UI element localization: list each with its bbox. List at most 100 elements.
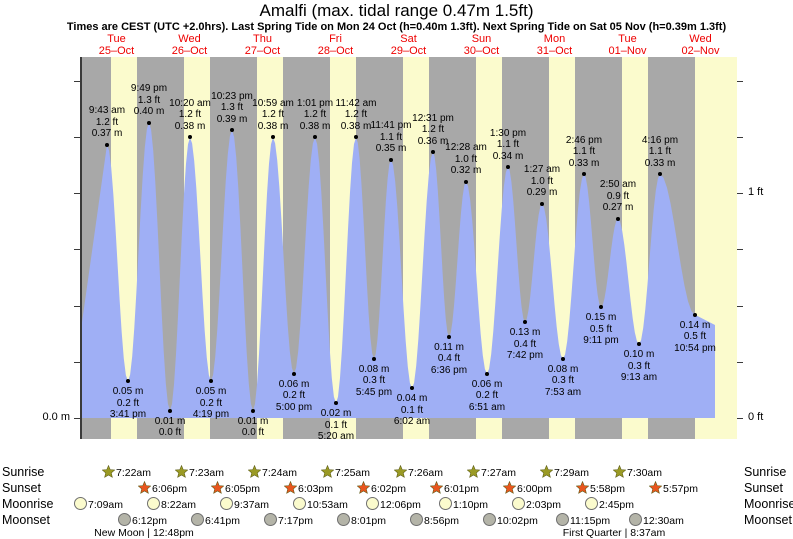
high-tide-5-line-1: 10:59 am bbox=[252, 97, 294, 109]
low-tide-8-line-3: 6:02 am bbox=[393, 416, 431, 428]
high-tide-7-line-2: 1.2 ft bbox=[344, 109, 368, 121]
low-tide-15-line-2: 0.5 ft bbox=[683, 331, 707, 343]
high-tide-12-label: 1:27 am 1.0 ft 0.29 m bbox=[524, 164, 560, 199]
low-tide-8-line-1: 0.04 m bbox=[396, 393, 428, 405]
low-tide-12-line-2: 0.3 ft bbox=[551, 375, 575, 387]
moon-phase-2: First Quarter | 8:37am bbox=[562, 527, 666, 539]
moonrise-icon bbox=[74, 497, 87, 510]
high-tide-10-line-2: 1.0 ft bbox=[454, 153, 478, 165]
low-tide-15-label: 0.14 m 0.5 ft 10:54 pm bbox=[674, 320, 716, 355]
day-date: 01–Nov bbox=[608, 45, 647, 57]
sunrise-star-icon bbox=[102, 465, 115, 481]
low-tide-5-line-2: 0.2 ft bbox=[282, 390, 306, 402]
moonrise-icon bbox=[512, 497, 525, 510]
left-axis-label-0m: 0.0 m bbox=[42, 411, 70, 423]
high-tide-1-dot bbox=[105, 142, 109, 147]
left-tick bbox=[74, 361, 80, 363]
day-date: 30–Oct bbox=[463, 45, 500, 57]
low-tide-10-line-1: 0.06 m bbox=[471, 378, 503, 390]
moonrise-icon bbox=[220, 497, 233, 510]
high-tide-11-line-2: 1.1 ft bbox=[496, 139, 520, 151]
moonset-1: 6:12pm bbox=[118, 513, 167, 527]
day-date: 29–Oct bbox=[390, 45, 427, 57]
low-tide-13-label: 0.15 m 0.5 ft 9:11 pm bbox=[583, 312, 618, 347]
low-tide-5-label: 0.06 m 0.2 ft 5:00 pm bbox=[276, 379, 312, 414]
low-tide-7-line-1: 0.08 m bbox=[358, 363, 390, 375]
day-of-week: Wed bbox=[689, 33, 712, 45]
sunset-6: 6:00pm bbox=[503, 481, 552, 497]
low-tide-6-line-1: 0.02 m bbox=[320, 408, 352, 420]
day-date: 28–Oct bbox=[317, 45, 354, 57]
row-label-left-moonrise: Moonrise bbox=[2, 497, 54, 511]
low-tide-13-line-3: 9:11 pm bbox=[583, 335, 619, 347]
high-tide-1-label: 9:43 am 1.2 ft 0.37 m bbox=[89, 105, 125, 140]
moonset-icon bbox=[337, 513, 350, 526]
sunrise-star-icon bbox=[321, 465, 334, 481]
day-of-week: Sat bbox=[400, 33, 417, 45]
low-tide-3-line-1: 0.05 m bbox=[195, 386, 227, 398]
moonrise-7: 2:03pm bbox=[512, 497, 561, 511]
sunset-star-icon bbox=[138, 481, 151, 497]
moon-phase-time-1: 12:48pm bbox=[152, 527, 194, 539]
sunrise-8: 7:30am bbox=[613, 465, 662, 481]
sunrise-star-icon bbox=[248, 465, 261, 481]
high-tide-4-dot bbox=[230, 128, 234, 133]
high-tide-13-dot bbox=[582, 172, 586, 177]
low-tide-14-line-1: 0.10 m bbox=[623, 349, 655, 361]
low-tide-9-line-1: 0.11 m bbox=[434, 341, 464, 353]
high-tide-4-line-3: 0.39 m bbox=[216, 113, 248, 125]
low-tide-15-line-3: 10:54 pm bbox=[674, 342, 716, 354]
sunset-time-5: 6:01pm bbox=[444, 483, 480, 495]
moonset-icon bbox=[118, 513, 131, 526]
low-tide-8-line-2: 0.1 ft bbox=[400, 404, 424, 416]
high-tide-14-dot bbox=[616, 216, 620, 221]
high-tide-7-line-1: 11:42 am bbox=[335, 97, 377, 109]
sunrise-3: 7:24am bbox=[248, 465, 297, 481]
low-tide-11-label: 0.13 m 0.4 ft 7:42 pm bbox=[507, 327, 543, 362]
low-tide-8-dot bbox=[410, 386, 414, 391]
high-tide-2-dot bbox=[147, 120, 151, 125]
high-tide-7-label: 11:42 am 1.2 ft 0.38 m bbox=[336, 98, 377, 133]
right-axis-label-1ft: 1 ft bbox=[748, 186, 764, 198]
moonrise-icon bbox=[585, 497, 598, 510]
moonrise-icon bbox=[366, 497, 379, 510]
high-tide-14-line-3: 0.27 m bbox=[602, 202, 634, 214]
row-label-right-moonset: Moonset bbox=[744, 513, 792, 527]
day-date: 31–Oct bbox=[536, 45, 573, 57]
low-tide-9-dot bbox=[447, 334, 451, 339]
low-tide-13-line-2: 0.5 ft bbox=[589, 323, 613, 335]
low-tide-6-line-2: 0.1 ft bbox=[324, 419, 348, 431]
sunrise-6: 7:27am bbox=[467, 465, 516, 481]
sunset-2: 6:05pm bbox=[211, 481, 260, 497]
high-tide-11-line-1: 1:30 pm bbox=[489, 127, 527, 139]
low-tide-10-label: 0.06 m 0.2 ft 6:51 am bbox=[469, 379, 505, 414]
moonset-7: 11:15pm bbox=[556, 513, 610, 527]
moonset-time-6: 10:02pm bbox=[497, 515, 538, 527]
low-tide-4-line-2: 0.0 ft bbox=[241, 427, 265, 439]
high-tide-13-line-1: 2:46 pm bbox=[565, 134, 603, 146]
sunset-8: 5:57pm bbox=[649, 481, 698, 497]
moonrise-4: 10:53am bbox=[293, 497, 348, 511]
moonset-icon bbox=[556, 513, 569, 526]
moonset-time-7: 11:15pm bbox=[570, 515, 611, 527]
high-tide-6-label: 1:01 pm 1.2 ft 0.38 m bbox=[297, 98, 333, 133]
high-tide-4-label: 10:23 pm 1.3 ft 0.39 m bbox=[211, 91, 253, 126]
moonset-time-3: 7:17pm bbox=[278, 515, 314, 527]
high-tide-11-dot bbox=[506, 165, 510, 170]
high-tide-5-dot bbox=[271, 135, 275, 140]
moonset-2: 6:41pm bbox=[191, 513, 240, 527]
high-tide-1-line-3: 0.37 m bbox=[91, 128, 123, 140]
sunset-3: 6:03pm bbox=[284, 481, 333, 497]
sunset-star-icon bbox=[284, 481, 297, 497]
row-label-left-sunrise: Sunrise bbox=[2, 465, 45, 479]
low-tide-13-dot bbox=[599, 305, 603, 310]
low-tide-7-dot bbox=[372, 356, 376, 361]
sunrise-4: 7:25am bbox=[321, 465, 370, 481]
day-header-5: Sat 29–Oct bbox=[371, 33, 447, 57]
right-axis-label-0ft: 0 ft bbox=[748, 411, 764, 423]
high-tide-8-label: 11:41 pm 1.1 ft 0.35 m bbox=[371, 120, 412, 155]
high-tide-15-label: 4:16 pm 1.1 ft 0.33 m bbox=[642, 135, 678, 170]
row-label-right-sunrise: Sunrise bbox=[744, 465, 787, 479]
high-tide-1-line-1: 9:43 am bbox=[88, 105, 126, 117]
